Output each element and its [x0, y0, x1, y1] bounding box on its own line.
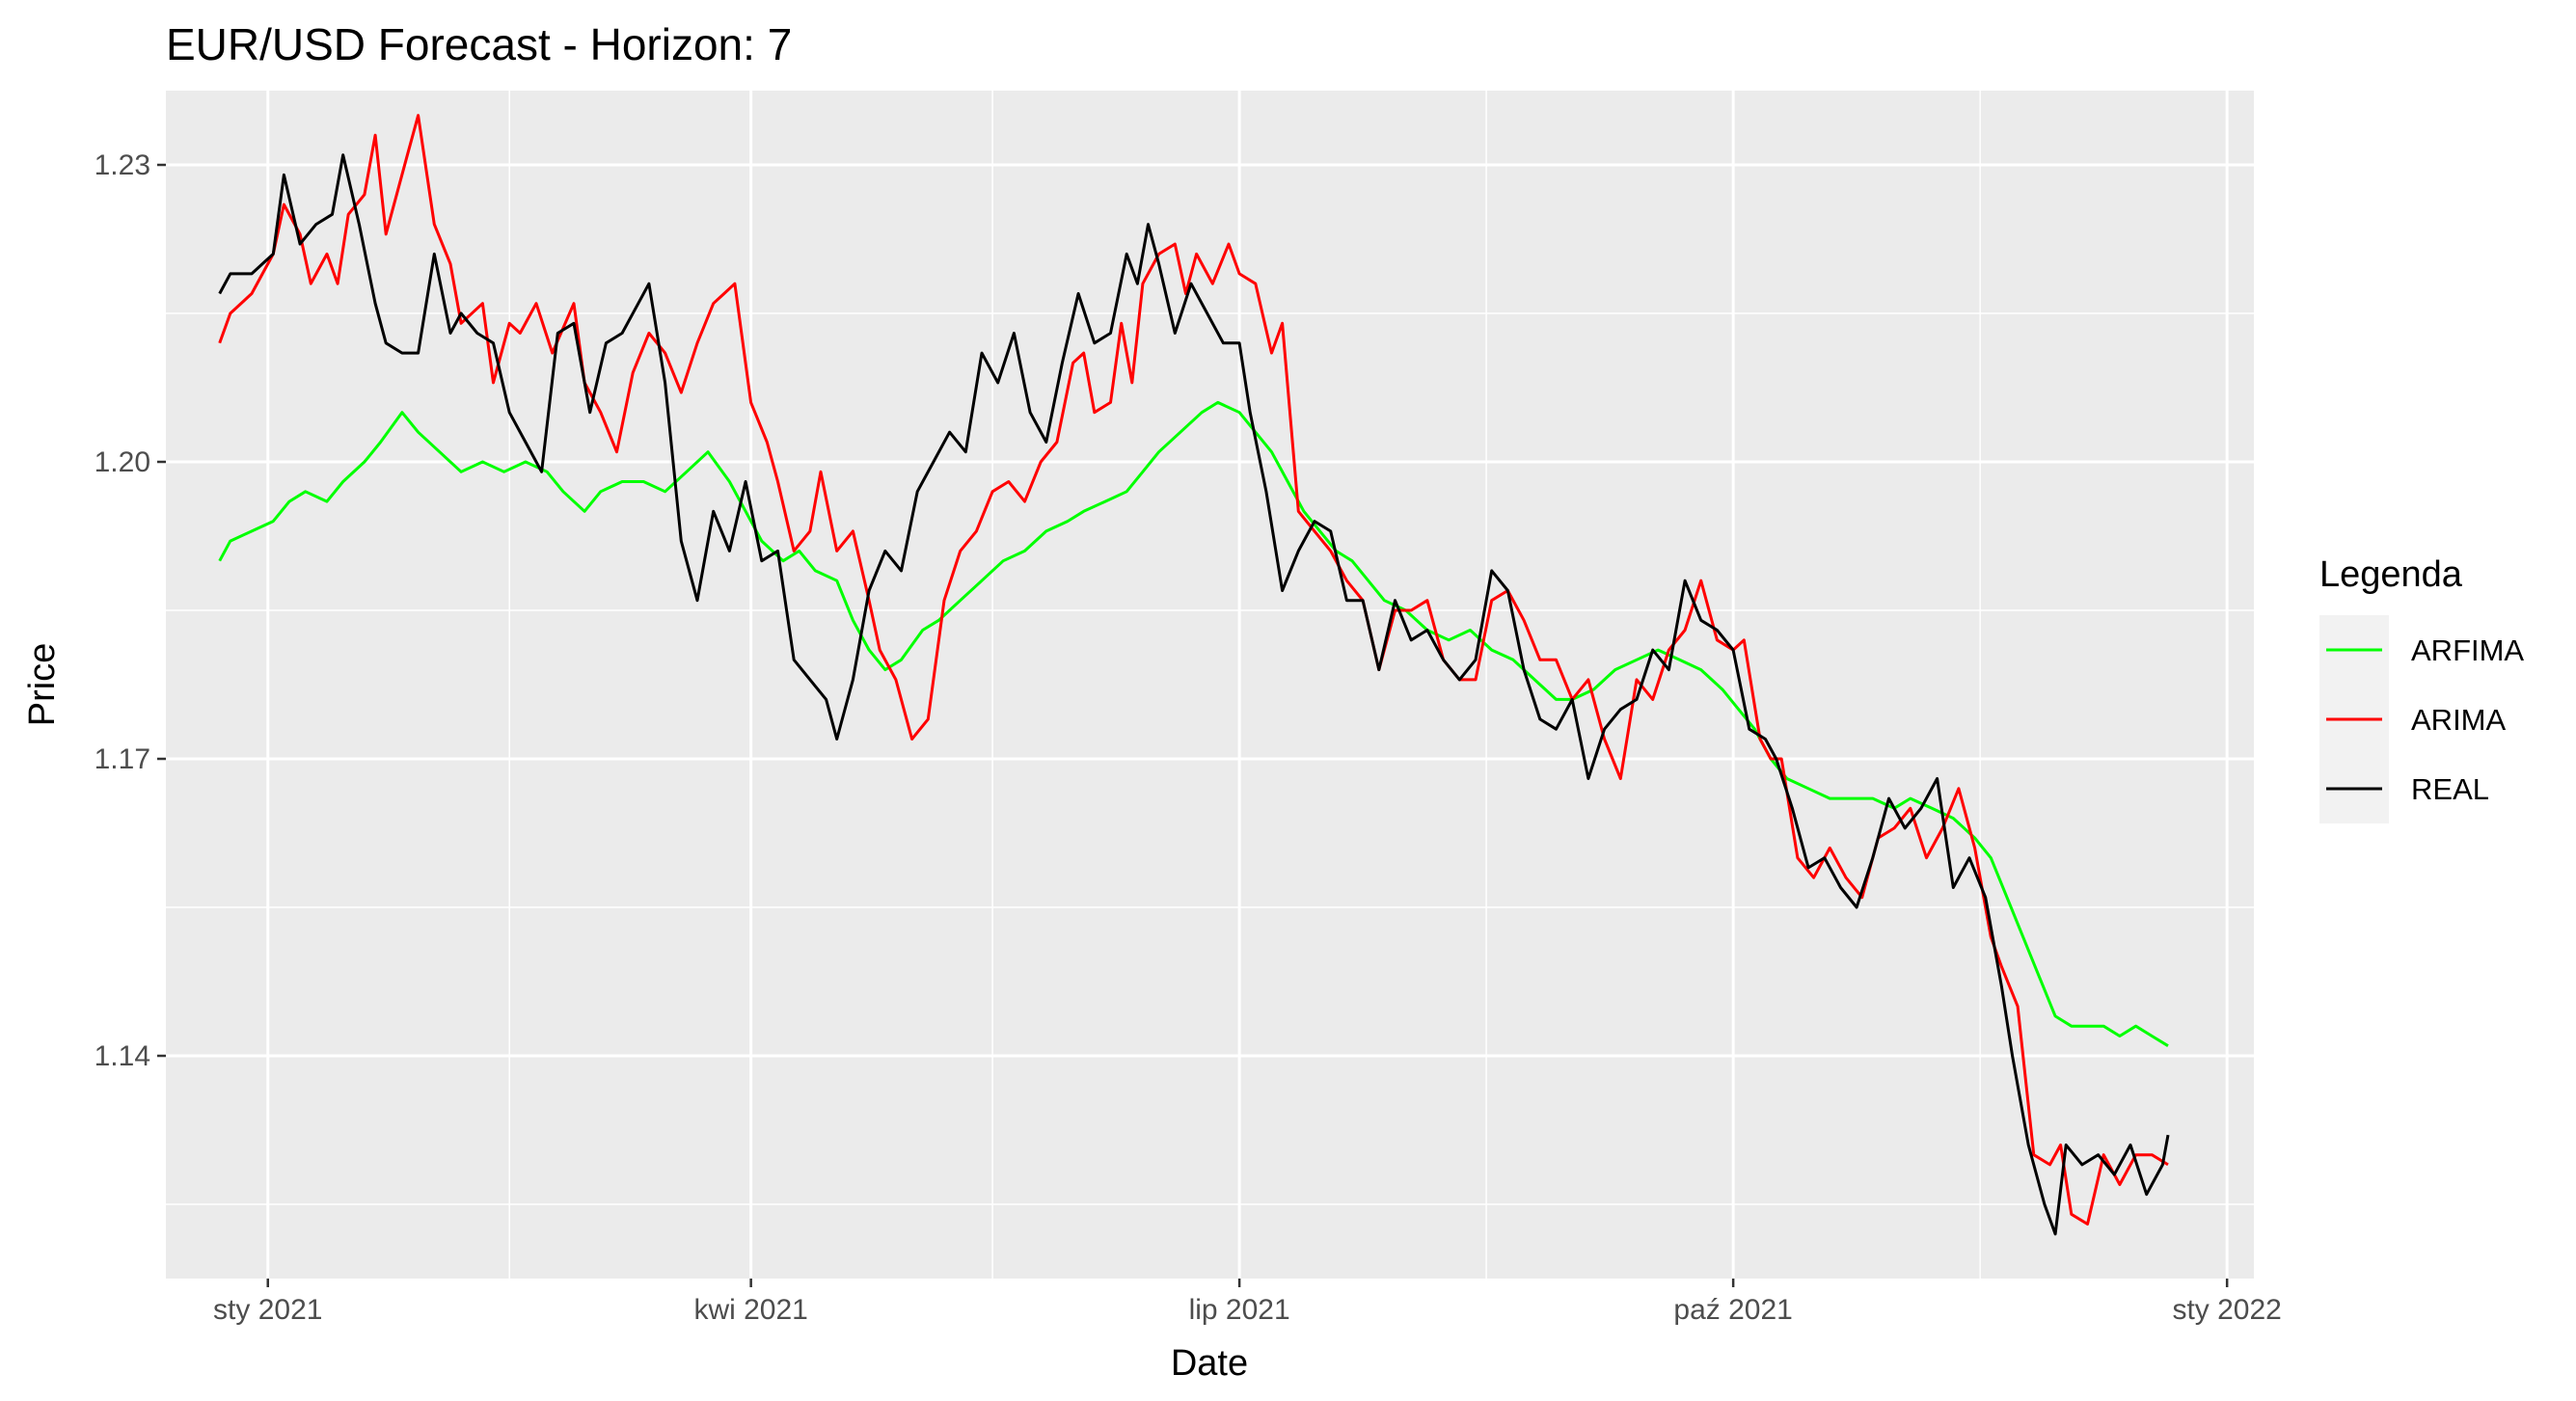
minor-gridlines — [19, 91, 2254, 1279]
x-axis-title: Date — [1171, 1343, 1248, 1384]
x-tick-label: kwi 2021 — [693, 1294, 807, 1326]
legend: Legenda ARFIMA ARIMA REAL — [2319, 554, 2524, 823]
plot-panel — [166, 91, 2254, 1279]
y-tick-label: 1.14 — [95, 1040, 150, 1072]
y-axis-title: Price — [22, 643, 63, 727]
x-tick-label: lip 2021 — [1189, 1294, 1290, 1326]
series-lines — [218, 114, 2170, 1236]
chart-title: EUR/USD Forecast - Horizon: 7 — [166, 19, 792, 69]
x-tick-label: sty 2022 — [2172, 1294, 2281, 1326]
y-tick-label: 1.23 — [95, 149, 150, 181]
x-tick-label: paź 2021 — [1673, 1294, 1792, 1326]
series-line-real — [218, 153, 2170, 1236]
y-axis: 1.14 1.17 1.20 1.23 — [95, 149, 166, 1072]
legend-title: Legenda — [2319, 554, 2463, 595]
series-line-arima — [218, 114, 2169, 1226]
y-tick-label: 1.17 — [95, 743, 150, 775]
x-tick-label: sty 2021 — [213, 1294, 322, 1326]
series-line-arfima — [218, 400, 2169, 1047]
legend-label-arima: ARIMA — [2411, 703, 2507, 737]
x-axis: sty 2021 kwi 2021 lip 2021 paź 2021 sty 2022 — [213, 1279, 2282, 1326]
legend-label-real: REAL — [2411, 772, 2489, 806]
major-gridlines — [166, 91, 2254, 1279]
legend-label-arfima: ARFIMA — [2411, 633, 2524, 667]
y-tick-label: 1.20 — [95, 446, 150, 478]
